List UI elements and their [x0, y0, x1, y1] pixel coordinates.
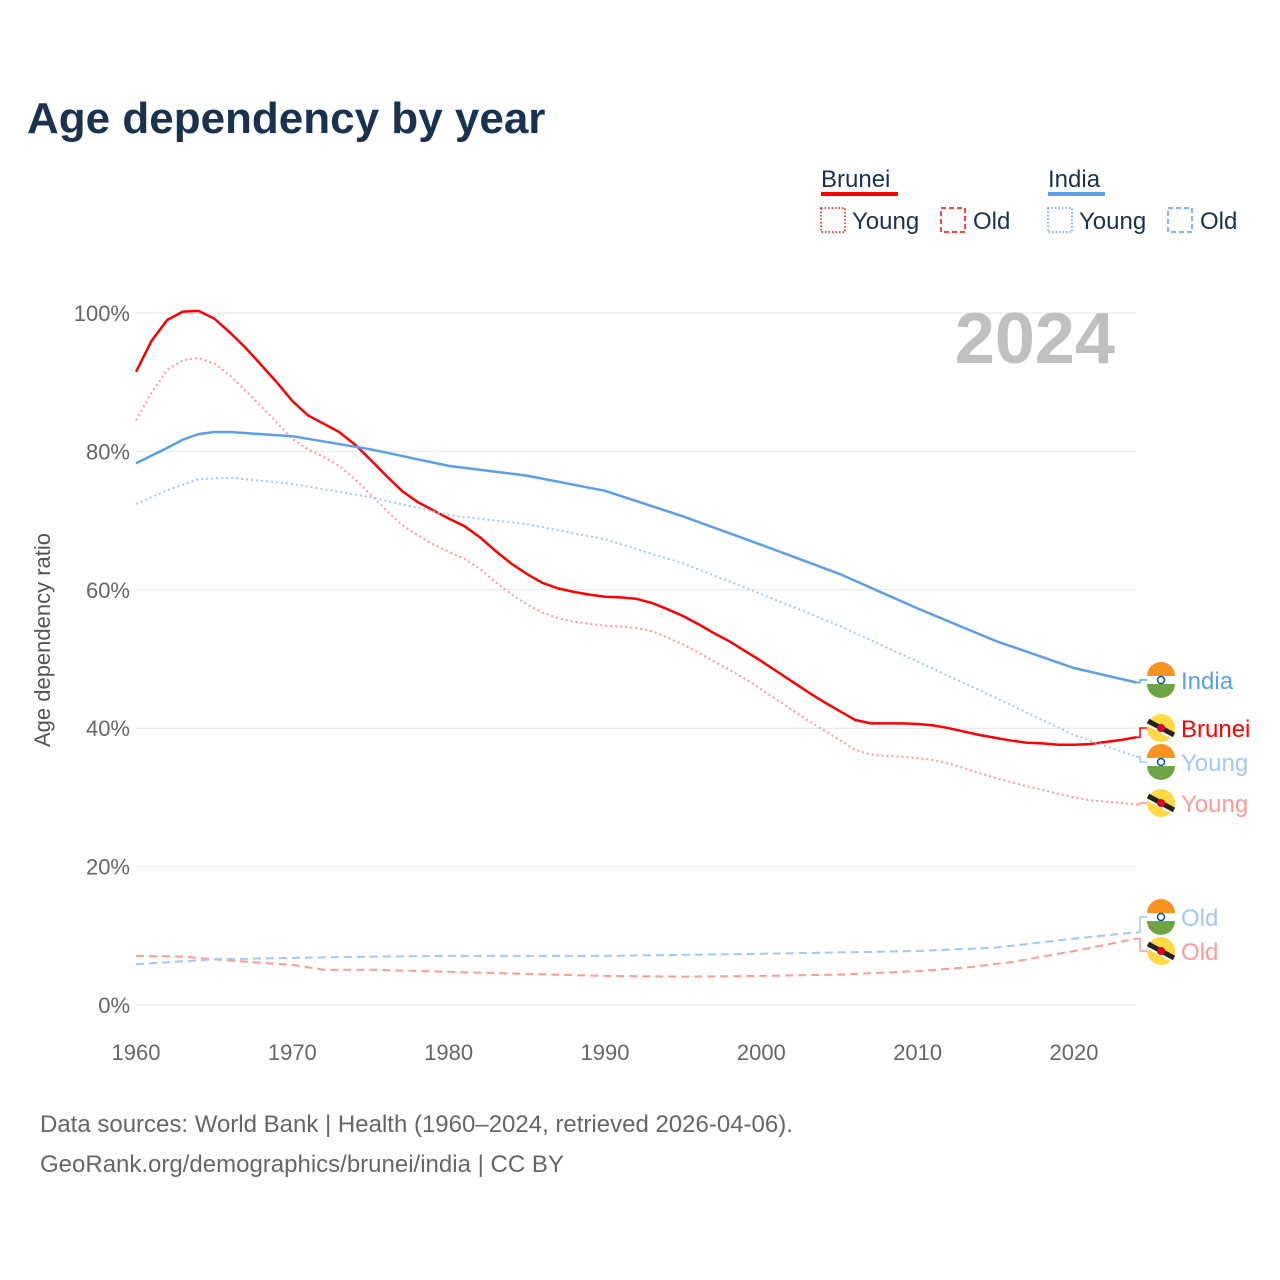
x-tick-label: 2010: [893, 1040, 942, 1065]
label-connector: [1136, 802, 1148, 806]
series-line-in_total[interactable]: [135, 430, 1137, 684]
label-connector: [1136, 679, 1148, 684]
india-flag-icon: [1147, 899, 1175, 935]
end-label-bn_young: Young: [1181, 791, 1248, 818]
series-line-in_young[interactable]: [135, 476, 1137, 758]
india-flag-icon: [1147, 662, 1175, 698]
end-label-in_total: India: [1181, 668, 1234, 695]
x-tick-label: 1980: [424, 1040, 473, 1065]
end-labels: Brunei Young Old India Young Old: [1136, 662, 1250, 966]
x-tick-label: 2020: [1050, 1040, 1099, 1065]
legend-swatch-dashed: [940, 207, 966, 233]
legend-group-brunei[interactable]: Brunei: [821, 166, 890, 193]
y-tick-label: 60%: [86, 578, 130, 603]
y-tick-label: 20%: [86, 855, 130, 880]
legend: Brunei Young Old India Young Old: [820, 166, 1237, 235]
series-lines: [134, 309, 1137, 978]
legend-item[interactable]: Young: [852, 208, 919, 235]
x-tick-label: 2000: [737, 1040, 786, 1065]
y-tick-label: 100%: [74, 301, 130, 326]
y-tick-label: 0%: [98, 993, 130, 1018]
legend-swatch-dashed: [1167, 207, 1193, 233]
grid: 0% 20% 40% 60% 80% 100% 1960 1970 1980 1990 2000 20…: [74, 301, 1136, 1065]
brunei-flag-icon: [1146, 937, 1176, 965]
y-axis-label: Age dependency ratio: [30, 533, 55, 747]
end-label-in_young: Young: [1181, 750, 1248, 777]
label-connector: [1136, 755, 1148, 763]
legend-group-india[interactable]: India: [1048, 166, 1101, 193]
series-line-in_old[interactable]: [135, 931, 1137, 966]
india-flag-icon: [1147, 744, 1175, 780]
brunei-flag-icon: [1146, 789, 1176, 817]
footer-source: Data sources: World Bank | Health (1960–…: [40, 1111, 793, 1138]
legend-item[interactable]: Old: [1200, 208, 1237, 235]
legend-swatch-dotted: [1047, 207, 1073, 233]
end-label-bn_total: Brunei: [1181, 716, 1250, 743]
chart-title: Age dependency by year: [27, 94, 545, 143]
legend-item[interactable]: Old: [973, 208, 1010, 235]
legend-swatch-dotted: [820, 207, 846, 233]
label-connector: [1136, 727, 1148, 738]
footer-link[interactable]: GeoRank.org/demographics/brunei/india | …: [40, 1151, 564, 1178]
series-line-bn_total[interactable]: [134, 309, 1137, 747]
year-label: 2024: [955, 299, 1115, 379]
x-tick-label: 1960: [112, 1040, 161, 1065]
label-connector: [1136, 937, 1148, 952]
y-tick-label: 80%: [86, 439, 130, 464]
series-line-bn_young[interactable]: [135, 356, 1137, 806]
end-label-in_old: Old: [1181, 905, 1218, 932]
end-label-bn_old: Old: [1181, 939, 1218, 966]
y-tick-label: 40%: [86, 716, 130, 741]
brunei-flag-icon: [1146, 714, 1176, 742]
x-tick-label: 1990: [581, 1040, 630, 1065]
x-tick-label: 1970: [268, 1040, 317, 1065]
label-connector: [1136, 916, 1148, 934]
series-line-bn_old[interactable]: [135, 937, 1137, 978]
legend-item[interactable]: Young: [1079, 208, 1146, 235]
